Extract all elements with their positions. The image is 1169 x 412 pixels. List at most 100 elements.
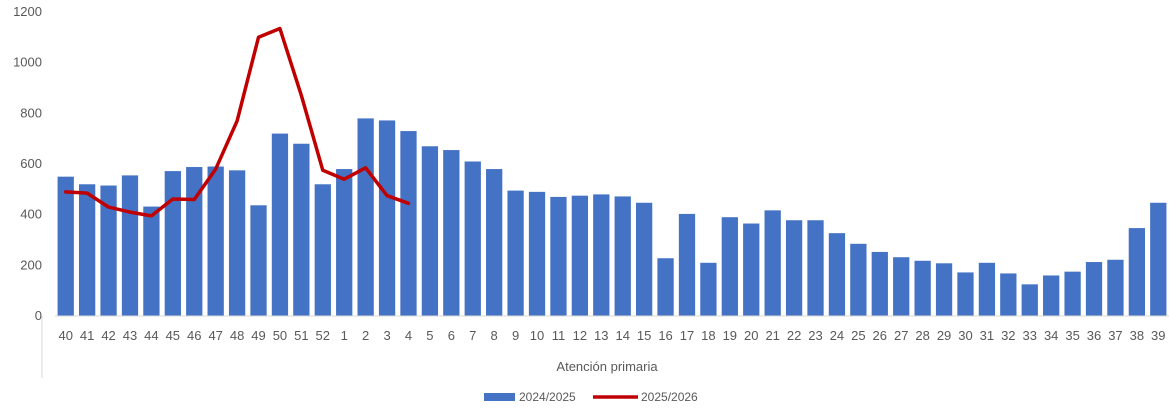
x-tick-label: 44 [144, 328, 158, 343]
bar [743, 223, 760, 316]
bar [914, 260, 931, 316]
x-tick-label: 29 [937, 328, 951, 343]
x-tick-label: 30 [958, 328, 972, 343]
bar [121, 175, 139, 316]
legend-label: 2024/2025 [519, 390, 576, 404]
legend-label: 2025/2026 [641, 390, 698, 404]
x-tick-label: 48 [230, 328, 244, 343]
x-tick-label: 35 [1065, 328, 1079, 343]
bar [78, 184, 96, 316]
x-tick-label: 27 [894, 328, 908, 343]
bar [1021, 284, 1038, 316]
bar [421, 146, 439, 316]
bar [357, 118, 374, 317]
x-tick-label: 23 [808, 328, 822, 343]
bar [100, 185, 117, 316]
x-tick-label: 18 [701, 328, 715, 343]
bar [635, 202, 653, 316]
x-axis: 40 41 42 43 44 45 46 47 48 49 50 51 52 1 2 3 4 5 6 7 8 9 10 11 1… [55, 315, 1169, 343]
bar [143, 206, 160, 316]
x-tick-label: 51 [294, 328, 308, 343]
x-tick-label: 49 [251, 328, 265, 343]
bar [507, 190, 524, 316]
x-tick-label: 25 [851, 328, 865, 343]
bar [250, 205, 267, 316]
bar [785, 220, 803, 316]
bar [378, 120, 396, 316]
x-tick-label: 50 [273, 328, 287, 343]
x-tick-label: 28 [915, 328, 929, 343]
y-tick-label: 1200 [13, 4, 42, 19]
bar [207, 166, 224, 316]
y-tick-label: 0 [35, 308, 42, 323]
x-tick-label: 20 [744, 328, 758, 343]
bar [657, 258, 674, 316]
x-tick-label: 24 [830, 328, 844, 343]
x-tick-label: 42 [101, 328, 115, 343]
x-tick-label: 15 [637, 328, 651, 343]
x-tick-label: 21 [765, 328, 779, 343]
bar [293, 143, 310, 316]
x-tick-label: 38 [1130, 328, 1144, 343]
x-tick-label: 36 [1087, 328, 1101, 343]
bar [721, 217, 738, 316]
x-tick-label: 40 [58, 328, 72, 343]
bar [614, 196, 631, 316]
bar [186, 167, 203, 316]
bar [957, 272, 974, 316]
bar [550, 196, 567, 316]
bar [464, 161, 481, 316]
bar [678, 213, 696, 316]
line-series-2025-2026 [63, 26, 411, 218]
bar [1107, 259, 1124, 316]
x-tick-label: 31 [980, 328, 994, 343]
x-tick-label: 7 [469, 328, 476, 343]
x-tick-label: 34 [1044, 328, 1058, 343]
x-tick-label: 26 [873, 328, 887, 343]
bar [400, 131, 417, 316]
bar [314, 184, 331, 316]
x-tick-label: 17 [680, 328, 694, 343]
x-tick-label: 5 [426, 328, 433, 343]
bar [850, 243, 867, 316]
x-tick-label: 16 [658, 328, 672, 343]
bar [593, 194, 610, 316]
bar [1000, 273, 1017, 316]
x-tick-label: 52 [316, 328, 330, 343]
x-tick-label: 2 [362, 328, 369, 343]
y-tick-label: 600 [20, 156, 42, 171]
bar [1085, 262, 1103, 316]
bar [1128, 228, 1146, 316]
bar [807, 220, 824, 316]
bar [978, 262, 996, 316]
x-tick-label: 3 [383, 328, 390, 343]
legend-swatch-bar [484, 393, 515, 401]
bar [935, 263, 953, 316]
x-tick-label: 19 [723, 328, 737, 343]
x-tick-label: 9 [512, 328, 519, 343]
x-tick-label: 11 [552, 328, 566, 343]
bar [893, 257, 910, 316]
y-tick-label: 200 [20, 257, 42, 272]
bar [443, 150, 460, 316]
bar [1043, 275, 1060, 316]
bar [828, 233, 846, 316]
x-tick-label: 37 [1108, 328, 1122, 343]
x-tick-label: 22 [787, 328, 801, 343]
x-tick-label: 14 [615, 328, 629, 343]
bar [271, 133, 289, 316]
bar [228, 170, 246, 316]
bar-series-2024-2025 [57, 118, 1167, 317]
y-tick-label: 800 [20, 105, 42, 120]
bar [1150, 202, 1167, 316]
x-tick-label: 8 [491, 328, 498, 343]
x-tick-label: 4 [405, 328, 412, 343]
bar [700, 262, 717, 316]
x-tick-label: 10 [530, 328, 544, 343]
bar [1064, 271, 1081, 316]
x-tick-label: 43 [123, 328, 137, 343]
bar [528, 191, 546, 316]
x-tick-label: 33 [1023, 328, 1037, 343]
bar [164, 171, 181, 316]
